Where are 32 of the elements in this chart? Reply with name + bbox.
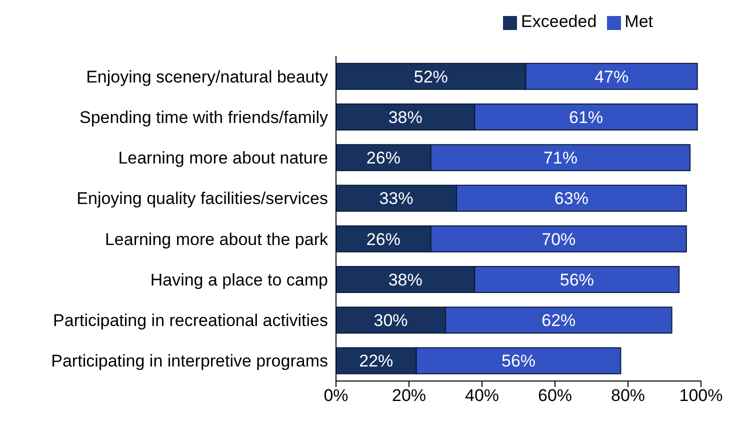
data-label: 62% [542, 311, 576, 330]
data-label: 22% [359, 352, 394, 371]
y-tick-label: Spending time with friends/family [79, 108, 328, 127]
data-label: 63% [554, 189, 588, 208]
y-tick-label: Enjoying scenery/natural beauty [86, 67, 328, 86]
y-tick-label: Enjoying quality facilities/services [76, 189, 328, 208]
data-label: 38% [388, 108, 422, 127]
data-label: 56% [501, 352, 536, 371]
data-label: 56% [560, 270, 594, 290]
x-tick-label: 40% [464, 386, 500, 406]
y-tick-label: Having a place to camp [150, 270, 328, 290]
y-tick-label: Learning more about the park [104, 230, 328, 249]
y-tick-label: Participating in recreational activities [53, 311, 328, 330]
x-tick-label: 100% [679, 386, 723, 406]
y-tick-label: Participating in interpretive programs [51, 352, 328, 371]
data-label: 38% [388, 270, 422, 290]
x-tick-label: 60% [538, 386, 572, 406]
data-label: 61% [569, 108, 604, 127]
data-label: 70% [542, 230, 576, 249]
x-tick-label: 20% [392, 386, 426, 406]
data-label: 52% [414, 67, 448, 86]
data-label: 30% [374, 311, 408, 330]
legend-label: Exceeded [521, 12, 597, 31]
data-label: 26% [366, 148, 400, 168]
data-label: 71% [543, 148, 578, 168]
data-label: 47% [594, 67, 629, 86]
legend-label: Met [624, 12, 653, 31]
x-tick-label: 0% [324, 386, 348, 406]
x-tick-label: 80% [610, 386, 646, 406]
y-tick-label: Learning more about nature [118, 148, 328, 168]
data-label: 33% [379, 189, 414, 208]
data-label: 26% [366, 230, 400, 249]
